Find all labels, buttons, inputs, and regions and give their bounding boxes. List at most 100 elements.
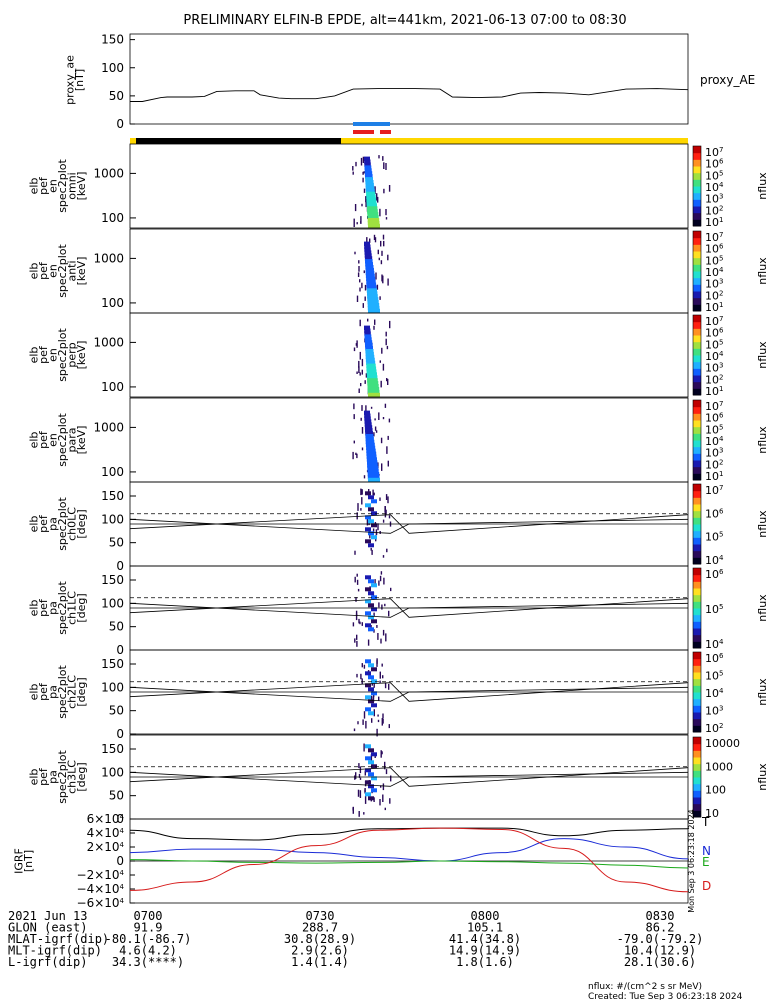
colorbar-frame xyxy=(692,399,702,481)
colorbar-step xyxy=(693,524,701,532)
spectrogram-pixel xyxy=(358,773,361,778)
colorbar-tick-label: 103 xyxy=(705,447,723,460)
spectrogram-pixel xyxy=(382,555,385,558)
spectrogram-pixel xyxy=(361,282,363,289)
spectrogram-pixel xyxy=(379,497,381,501)
spectrogram-pixel xyxy=(384,683,387,689)
ytick-label: 100 xyxy=(101,512,124,526)
spectrogram-pixel xyxy=(354,638,356,643)
spectrogram-pixel xyxy=(364,171,373,176)
spectrogram-pixel xyxy=(365,182,374,188)
spectrogram-pixel xyxy=(383,188,385,194)
colorbar-tick-label: 101 xyxy=(705,216,723,229)
axis-label-line: en xyxy=(46,264,59,278)
spectrogram-pixel xyxy=(363,188,366,193)
axis-label-line: elb xyxy=(27,600,40,617)
spectrogram-pixel xyxy=(365,659,371,664)
axis-label-line: ch1LC xyxy=(65,591,78,625)
colorbar xyxy=(692,145,702,227)
spectrogram-pixel xyxy=(367,384,379,389)
spectrogram-pixel xyxy=(366,518,369,526)
spectrogram-pixel xyxy=(363,743,365,752)
spectrogram-pixel xyxy=(387,378,389,385)
colorbar-tick-label: 102 xyxy=(705,722,723,735)
ytick-label: 50 xyxy=(109,620,124,634)
colorbar-tick-label: 100 xyxy=(705,784,726,797)
spectrogram-pixel xyxy=(365,201,367,208)
colorbar-step xyxy=(693,206,701,214)
axis-label-line: perp xyxy=(65,342,78,367)
axis-label-line: [deg] xyxy=(75,509,88,538)
spectrogram-pixel xyxy=(389,798,391,804)
spectrogram-pixel xyxy=(355,161,357,167)
spectrogram-pixel xyxy=(368,711,374,716)
spectrogram-pixel xyxy=(368,699,374,704)
spectrogram-pixel xyxy=(378,580,380,586)
colorbar-tick-label: 104 xyxy=(705,687,724,700)
panel-frame xyxy=(129,649,689,735)
spectrogram-pixel xyxy=(381,663,383,667)
spectrogram-pixel xyxy=(366,276,376,282)
axis-label-line: [keV] xyxy=(75,426,88,455)
spectrogram-pixel xyxy=(379,799,381,806)
spectrogram-pixel xyxy=(359,790,362,798)
spectrogram-pixel xyxy=(364,422,372,427)
colorbar-tick-label: 103 xyxy=(705,193,723,206)
spectrogram-pixel xyxy=(364,410,370,415)
axis-label-line: elb xyxy=(27,769,40,786)
spectrogram-pixel xyxy=(366,237,368,244)
spectrogram-pixel xyxy=(371,776,377,781)
footer-cell: 14.9(14.9) xyxy=(449,944,521,958)
spectrogram-pixel xyxy=(352,807,354,811)
spectrogram-pixel xyxy=(370,547,372,551)
colorbar-frame xyxy=(692,736,702,818)
colorbar-step xyxy=(693,497,701,505)
colorbar-step xyxy=(693,803,701,811)
spectrogram-pixel xyxy=(366,372,377,377)
colorbar-tick-label: 107 xyxy=(705,146,723,159)
spectrogram-pixel xyxy=(387,496,389,504)
axis-label-line: en xyxy=(46,433,59,447)
colorbar-step xyxy=(693,440,701,448)
spectrogram-pixel xyxy=(377,719,380,723)
axis-label-line: pef xyxy=(37,514,50,533)
axis-label-line: elb xyxy=(27,263,40,280)
spectrogram-pixel xyxy=(385,217,388,220)
spectrogram-pixel xyxy=(363,475,366,479)
colorbar-tick-label: 105 xyxy=(705,603,723,616)
spectrogram-pixel xyxy=(386,446,388,454)
spectrogram-pixel xyxy=(384,403,387,408)
colorbar-tick-label: 102 xyxy=(705,204,723,217)
spectrogram-pixel xyxy=(364,296,366,301)
spectrogram-pixel xyxy=(367,474,380,480)
spectrogram-pixel xyxy=(382,718,384,724)
colorbar-tick-label: 102 xyxy=(705,289,723,302)
axis-label-line: ch2LC xyxy=(65,675,78,709)
spectrogram-pixel xyxy=(365,439,375,445)
spectrogram-pixel xyxy=(353,403,355,410)
spectrogram-pixel xyxy=(365,434,374,439)
spectrogram-pixel xyxy=(365,587,371,592)
sunlight-bar xyxy=(130,138,688,144)
colorbar-step xyxy=(693,328,701,336)
spectrogram-pixel xyxy=(379,575,382,582)
axis-label-line: pa xyxy=(46,770,59,784)
colorbar xyxy=(692,567,702,649)
spectrogram-pixel xyxy=(358,811,360,817)
footer-cell: 30.8(28.9) xyxy=(284,932,356,946)
spectrogram-pixel xyxy=(376,728,378,737)
spectrogram-pixel xyxy=(365,599,371,604)
spectrogram-pixel xyxy=(366,279,376,284)
spectrogram-pixel xyxy=(371,703,377,708)
spectrogram-pixel xyxy=(386,378,388,382)
spectrogram-pixel xyxy=(370,754,373,762)
spectrogram-pixel xyxy=(381,463,383,471)
spectrogram-pixel xyxy=(368,772,374,777)
spectrogram-pixel xyxy=(368,663,374,668)
spectrogram-pixel xyxy=(379,360,381,363)
colorbar-step xyxy=(693,510,701,518)
spectrogram-pixel xyxy=(367,318,369,322)
